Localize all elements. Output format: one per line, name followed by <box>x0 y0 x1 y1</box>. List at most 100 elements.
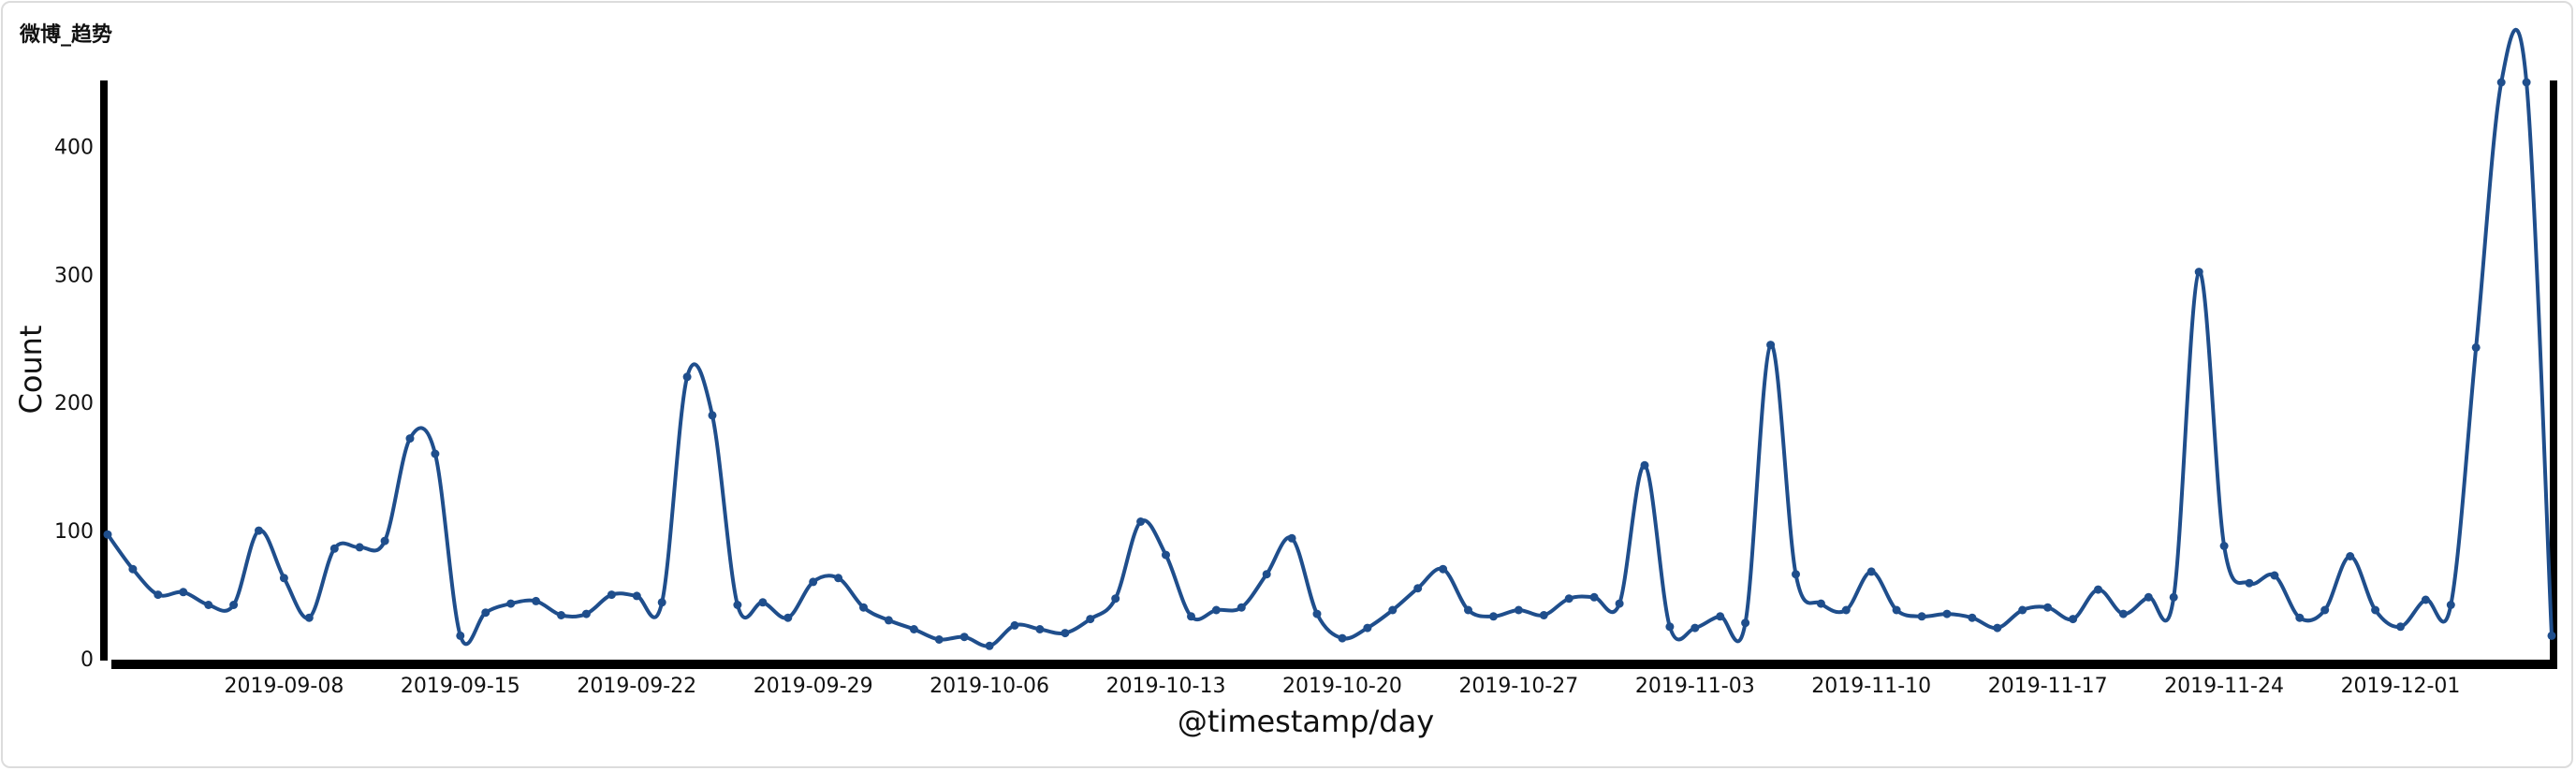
data-point <box>2522 78 2531 87</box>
data-point <box>2346 552 2355 560</box>
data-point <box>1514 605 1523 615</box>
data-point <box>607 590 616 600</box>
data-point <box>708 411 717 420</box>
data-point <box>758 598 768 607</box>
x-tick-label: 2019-09-15 <box>401 675 520 698</box>
x-tick-label: 2019-11-03 <box>1635 675 1755 698</box>
data-point <box>2018 605 2027 615</box>
data-point <box>1816 599 1825 608</box>
data-point <box>2245 578 2254 588</box>
data-point <box>909 625 918 633</box>
data-point <box>2547 631 2556 640</box>
data-point <box>1136 517 1146 526</box>
data-point <box>1035 625 1045 633</box>
data-point <box>657 598 666 607</box>
data-point <box>431 449 440 458</box>
data-point <box>1892 605 1901 615</box>
x-tick-label: 2019-11-10 <box>1811 675 1931 698</box>
x-axis-title: @timestamp/day <box>1178 704 1434 739</box>
x-tick-label: 2019-10-20 <box>1282 675 1402 698</box>
y-tick-label: 100 <box>54 520 94 544</box>
data-point <box>1010 620 1019 630</box>
data-point <box>834 574 843 583</box>
data-point <box>1061 629 1070 638</box>
data-point <box>1162 550 1170 560</box>
data-point <box>884 616 893 625</box>
data-point <box>682 372 692 382</box>
data-point <box>204 601 213 609</box>
data-point <box>380 536 389 546</box>
data-point <box>1539 611 1548 619</box>
panel-title: 微博_趋势 <box>20 23 113 47</box>
data-point <box>1741 618 1750 628</box>
y-tick-label: 0 <box>80 648 94 672</box>
data-point <box>1766 341 1776 350</box>
data-point <box>1262 570 1271 579</box>
data-point <box>1489 612 1498 621</box>
data-point <box>1589 592 1599 602</box>
series-group <box>103 27 2556 650</box>
data-point <box>1388 605 1398 615</box>
x-tick-label: 2019-10-13 <box>1106 675 1226 698</box>
data-point <box>329 544 339 553</box>
data-point <box>985 641 994 650</box>
data-point <box>2471 342 2481 352</box>
y-tick-label: 300 <box>54 264 94 287</box>
data-point <box>229 601 239 609</box>
data-point <box>179 588 188 597</box>
data-point <box>1338 633 1347 643</box>
data-point <box>1716 612 1725 621</box>
data-point <box>581 609 591 618</box>
data-point <box>481 608 490 618</box>
data-point <box>632 591 641 601</box>
data-point <box>1942 609 1952 618</box>
data-point <box>1615 599 1624 608</box>
data-point <box>2421 595 2430 604</box>
data-point <box>2371 605 2380 615</box>
data-point <box>1968 613 1977 622</box>
data-point <box>279 574 288 583</box>
data-point <box>2295 613 2305 622</box>
data-point <box>1464 605 1472 615</box>
data-point <box>1439 564 1448 574</box>
data-point <box>2194 268 2203 277</box>
data-point <box>1111 594 1120 604</box>
x-tick-label: 2019-12-01 <box>2341 675 2461 698</box>
x-tick-label: 2019-09-22 <box>577 675 696 698</box>
data-point <box>809 577 818 587</box>
y-tick-label: 200 <box>54 392 94 415</box>
data-point <box>1917 612 1926 621</box>
data-point <box>1211 605 1221 615</box>
data-point <box>2069 615 2078 624</box>
x-tick-label: 2019-10-27 <box>1458 675 1578 698</box>
data-point <box>1690 623 1700 633</box>
data-point <box>304 613 314 622</box>
y-axis-ticks: 0 100 200 300 400 <box>54 136 94 672</box>
data-point <box>1413 584 1423 593</box>
data-point <box>103 530 112 539</box>
x-axis-ticks: 2019-09-08 2019-09-15 2019-09-22 2019-09-29… <box>224 675 2460 698</box>
x-tick-label: 2019-09-08 <box>224 675 344 698</box>
data-point <box>456 631 465 640</box>
data-point <box>2219 542 2229 550</box>
x-tick-label: 2019-10-06 <box>929 675 1049 698</box>
data-point <box>355 543 364 552</box>
data-point <box>557 611 565 619</box>
data-point <box>1640 460 1649 470</box>
data-point <box>1363 623 1372 633</box>
data-point <box>934 635 944 644</box>
data-point <box>1792 570 1800 579</box>
data-point <box>532 596 541 605</box>
data-point <box>128 564 138 574</box>
data-point <box>2118 609 2128 618</box>
data-point <box>1086 615 1095 624</box>
data-point <box>1312 609 1322 618</box>
data-point <box>1287 533 1296 543</box>
y-axis-title: Count <box>13 325 49 414</box>
x-tick-label: 2019-11-17 <box>1988 675 2108 698</box>
data-point <box>1841 605 1851 615</box>
data-point <box>405 434 415 444</box>
data-point <box>154 590 163 600</box>
